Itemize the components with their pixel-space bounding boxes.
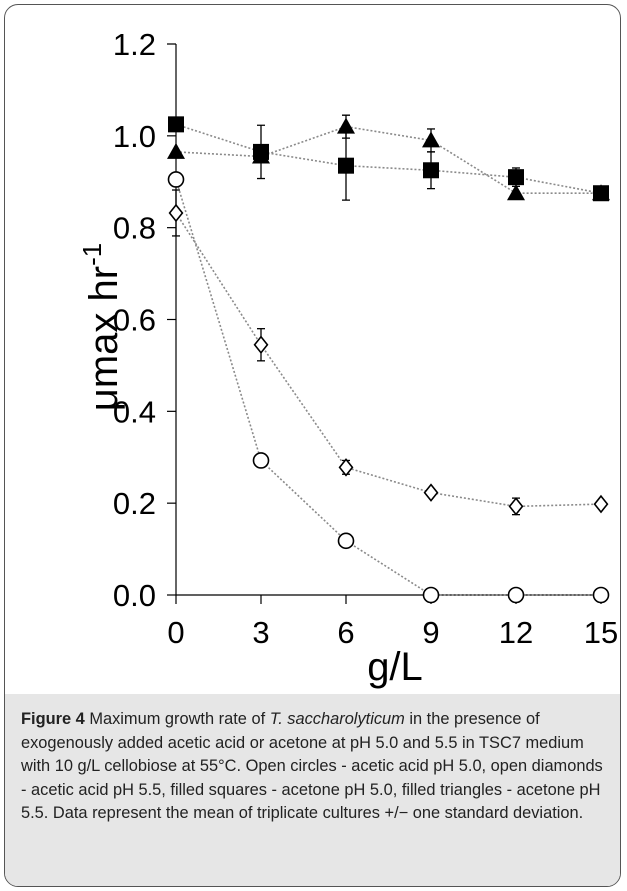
- caption-species: T. saccharolyticum: [269, 710, 405, 728]
- acetone-ph-5-0-point: [508, 169, 524, 186]
- x-tick-label: 6: [337, 615, 354, 650]
- acetic-acid-ph-5-0-point: [507, 586, 525, 604]
- y-tick-label: 0.8: [113, 211, 156, 246]
- acetone-ph-5-5-point: [337, 117, 355, 134]
- y-tick-label: 0.2: [113, 486, 156, 521]
- figure-caption: Figure 4 Maximum growth rate of T. sacch…: [5, 694, 620, 886]
- acetic-acid-ph-5-5-point: [423, 483, 439, 502]
- axes: 0.0 0.2 0.4 0.6 0.8 1.0 1.2 0 3 6 9 12 15: [113, 27, 618, 650]
- data-markers: [167, 116, 610, 604]
- series-lines: [175, 123, 602, 596]
- growth-rate-chart: 0.0 0.2 0.4 0.6 0.8 1.0 1.2 0 3 6 9 12 15 g/L μmax h…: [77, 27, 618, 689]
- error-bars: [172, 114, 520, 547]
- series-line-acetic-acid-ph-5-0: [175, 179, 601, 596]
- acetone-ph-5-5-point: [422, 131, 440, 148]
- x-tick-label: 0: [167, 615, 184, 650]
- acetic-acid-ph-5-0-point: [592, 586, 610, 604]
- acetone-ph-5-0-point: [338, 157, 354, 174]
- y-axis-label: μmax hr-1: [77, 243, 126, 411]
- acetic-acid-ph-5-0-point: [252, 452, 270, 469]
- y-tick-label: 0.0: [113, 578, 156, 613]
- series-line-acetic-acid-ph-5-5: [175, 212, 602, 508]
- acetone-ph-5-5-point: [507, 184, 525, 201]
- acetone-ph-5-5-point: [167, 142, 185, 159]
- acetic-acid-ph-5-0-point: [422, 586, 440, 604]
- x-tick-label: 12: [499, 615, 533, 650]
- caption-text-2: in the presence of exogenously added ace…: [21, 710, 603, 823]
- x-tick-label: 3: [252, 615, 269, 650]
- series-line-acetone-ph-5-0: [175, 123, 602, 194]
- acetone-ph-5-5-point: [252, 147, 270, 164]
- caption-label: Figure 4: [21, 710, 85, 728]
- y-tick-label: 1.0: [113, 119, 156, 154]
- caption-text-1: Maximum growth rate of: [84, 710, 270, 728]
- y-axis-label-exponent: -1: [77, 243, 107, 266]
- acetone-ph-5-0-point: [168, 116, 184, 133]
- acetone-ph-5-0-point: [423, 162, 439, 179]
- y-tick-label: 1.2: [113, 27, 156, 62]
- acetic-acid-ph-5-5-point: [168, 203, 184, 223]
- x-tick-label: 9: [422, 615, 439, 650]
- y-axis-label-main: μmax hr: [82, 266, 126, 411]
- acetic-acid-ph-5-0-point: [167, 171, 185, 188]
- x-axis-label: g/L: [367, 645, 423, 689]
- figure-frame: 0.0 0.2 0.4 0.6 0.8 1.0 1.2 0 3 6 9 12 15 g/L μmax h…: [4, 4, 621, 887]
- x-tick-label: 15: [584, 615, 618, 650]
- acetic-acid-ph-5-5-point: [338, 458, 354, 477]
- acetic-acid-ph-5-5-point: [253, 335, 269, 355]
- series-line-acetone-ph-5-5: [175, 125, 601, 194]
- acetone-ph-5-5-point: [592, 184, 610, 201]
- acetic-acid-ph-5-5-point: [593, 494, 609, 514]
- y-tick-label: 0.6: [113, 303, 156, 338]
- acetic-acid-ph-5-0-point: [337, 532, 355, 550]
- y-tick-label: 0.4: [113, 394, 156, 429]
- acetic-acid-ph-5-5-point: [508, 497, 524, 516]
